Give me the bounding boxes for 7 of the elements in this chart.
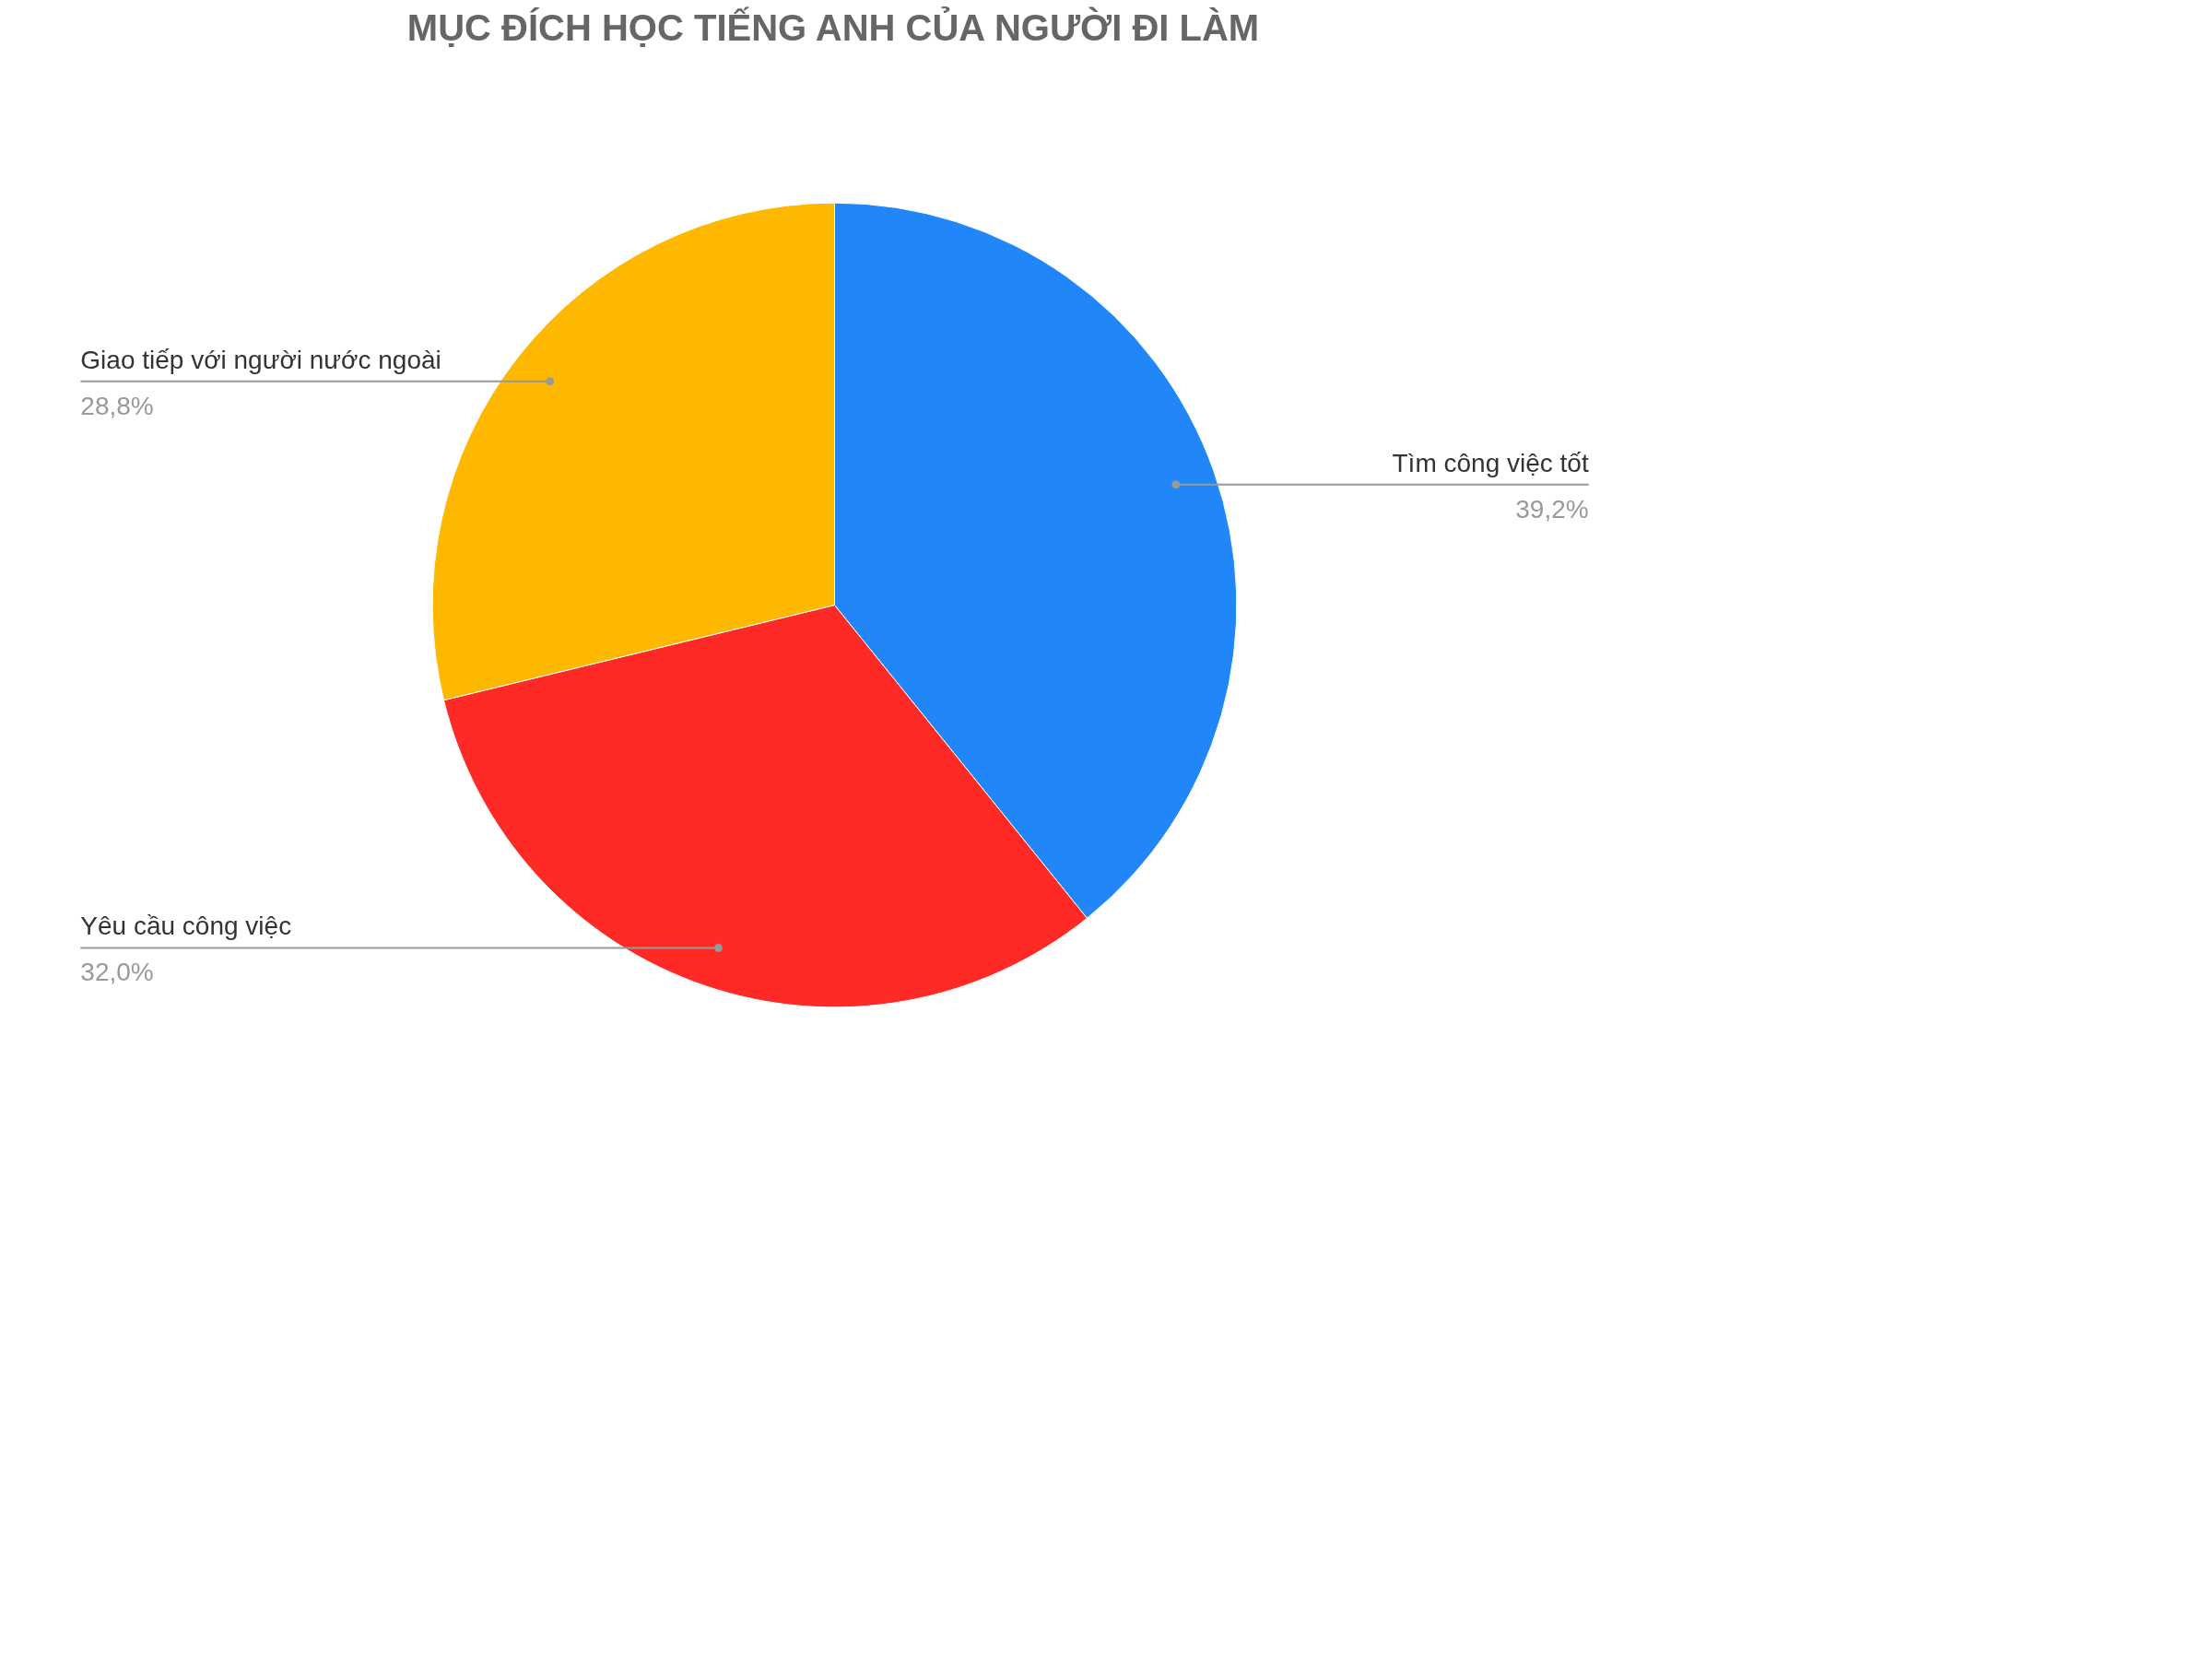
slice-label: Giao tiếp với người nước ngoài [80, 345, 441, 374]
data-label: 39,2% [1515, 494, 1589, 524]
data-label: 32,0% [80, 958, 154, 987]
slice-label: Tìm công việc tốt [1392, 448, 1589, 477]
data-label: 28,8% [80, 391, 154, 420]
chart-title: MỤC ĐÍCH HỌC TIẾNG ANH CỦA NGƯỜI ĐI LÀM [406, 6, 1260, 48]
slice-label: Yêu cầu công việc [80, 912, 292, 941]
